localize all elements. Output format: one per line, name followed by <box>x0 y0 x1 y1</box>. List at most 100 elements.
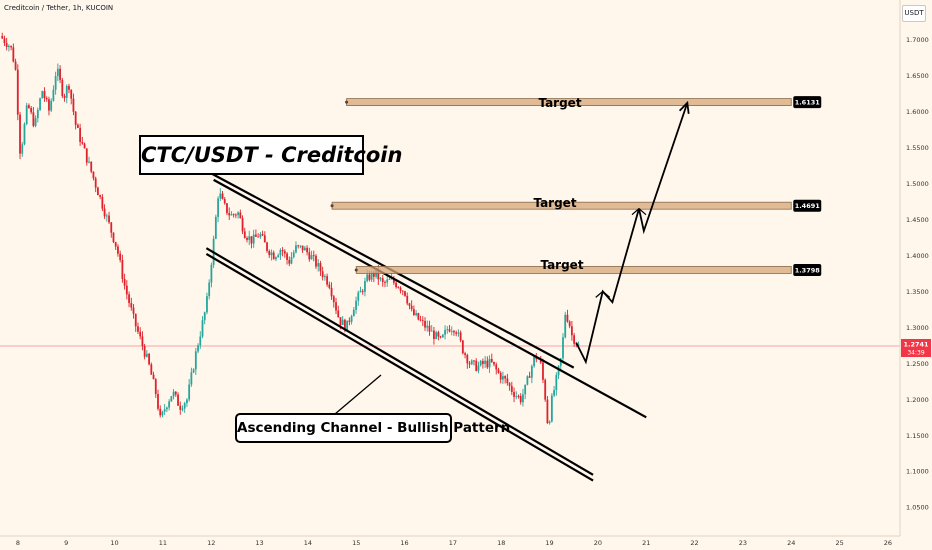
target-label-3[interactable]: Target <box>540 258 584 272</box>
candle-body <box>192 369 195 373</box>
candle-body <box>234 214 237 216</box>
candle-body <box>168 401 171 408</box>
candle-body <box>508 383 511 386</box>
candle-body <box>19 114 21 154</box>
candle-body <box>542 362 544 380</box>
candle-body <box>101 196 104 209</box>
candle-body <box>134 313 137 327</box>
channel-line-upper-2[interactable] <box>213 178 647 419</box>
target-zones[interactable] <box>330 98 792 274</box>
candle-body <box>553 390 555 396</box>
candle-body <box>439 336 442 338</box>
candle-body <box>12 47 15 62</box>
symbol-description[interactable]: Creditcoin / Tether, 1h, KUCOIN <box>4 4 114 12</box>
candle-body <box>61 79 64 96</box>
candle-body <box>573 335 576 344</box>
candle-body <box>377 269 380 280</box>
y-tick-label: 1.2500 <box>906 360 929 368</box>
candle-body <box>230 214 233 216</box>
candle-body <box>510 385 513 392</box>
target-zone-anchor <box>330 204 334 208</box>
target-label-1[interactable]: Target <box>538 96 582 110</box>
candle-body <box>203 312 206 321</box>
candle-body <box>330 287 333 297</box>
candle-body <box>328 284 331 288</box>
candle-body <box>399 287 402 291</box>
candle-body <box>530 366 533 378</box>
candle-body <box>145 353 148 357</box>
candle-body <box>502 376 504 380</box>
y-tick-label: 1.1000 <box>906 468 929 476</box>
candle-body <box>39 98 41 110</box>
y-tick-label: 1.0500 <box>906 504 929 512</box>
candle-body <box>546 399 549 424</box>
candle-body <box>174 391 177 395</box>
candle-body <box>335 302 337 311</box>
candle-body <box>261 234 264 236</box>
candle-body <box>232 214 235 216</box>
candle-body <box>306 247 308 253</box>
candle-body <box>99 195 102 197</box>
candle-body <box>550 395 553 422</box>
channel-line-lower-2[interactable] <box>205 253 594 482</box>
candle-body <box>410 305 413 310</box>
candle-body <box>470 360 473 365</box>
candle-body <box>277 255 280 258</box>
candle-body <box>272 252 275 260</box>
candle-body <box>539 358 542 363</box>
candle-body <box>381 278 384 283</box>
target-label-2[interactable]: Target <box>533 196 577 210</box>
price-scale[interactable] <box>900 0 932 550</box>
candle-body <box>319 263 322 272</box>
candle-body <box>279 250 282 256</box>
candle-body <box>323 276 326 278</box>
candle-body <box>150 364 153 375</box>
candle-body <box>477 365 480 371</box>
countdown-text: 34:39 <box>907 349 924 356</box>
currency-button[interactable]: USDT <box>902 5 926 22</box>
current-price-tag <box>901 338 931 357</box>
candle-body <box>419 319 422 321</box>
candle-body <box>459 332 462 341</box>
candle-body <box>190 372 193 385</box>
candle-body <box>8 45 10 47</box>
candle-body <box>217 198 219 217</box>
x-tick-label: 15 <box>352 539 360 547</box>
candle-body <box>179 405 182 410</box>
y-tick-label: 1.6000 <box>906 108 929 116</box>
candle-body <box>54 76 57 90</box>
candle-body <box>63 95 66 98</box>
candle-body <box>228 213 231 216</box>
candle-body <box>94 178 97 188</box>
candle-body <box>415 313 418 316</box>
y-tick-label: 1.5000 <box>906 180 929 188</box>
candle-body <box>303 247 306 251</box>
candle-body <box>379 278 382 280</box>
candle-body <box>223 199 226 204</box>
candle-body <box>384 282 386 283</box>
symbol-header[interactable]: Creditcoin / Tether, 1h, KUCOIN <box>4 4 113 12</box>
candle-body <box>36 109 39 119</box>
channel-line-lower[interactable] <box>205 247 594 476</box>
pattern-label-box[interactable]: Ascending Channel - Bullish Pattern <box>235 413 510 443</box>
candle-body <box>430 330 433 332</box>
candle-body <box>481 360 484 364</box>
candle-body <box>435 332 438 339</box>
candle-body <box>366 274 369 282</box>
candle-body <box>346 320 349 331</box>
target-tag-text: 1.3798 <box>795 266 821 274</box>
candle-body <box>268 251 271 256</box>
x-tick-label: 24 <box>787 539 795 547</box>
chart-title-box[interactable]: CTC/USDT - Creditcoin <box>139 135 402 175</box>
candle-body <box>475 360 478 371</box>
candle-body <box>219 193 222 199</box>
candle-body <box>172 391 175 397</box>
candle-body <box>45 98 48 100</box>
candle-body <box>103 208 106 217</box>
candle-body <box>497 369 500 373</box>
forecast-line[interactable] <box>575 102 689 365</box>
candle-body <box>250 236 253 244</box>
candle-body <box>468 363 471 365</box>
forecast-path[interactable] <box>575 100 690 365</box>
